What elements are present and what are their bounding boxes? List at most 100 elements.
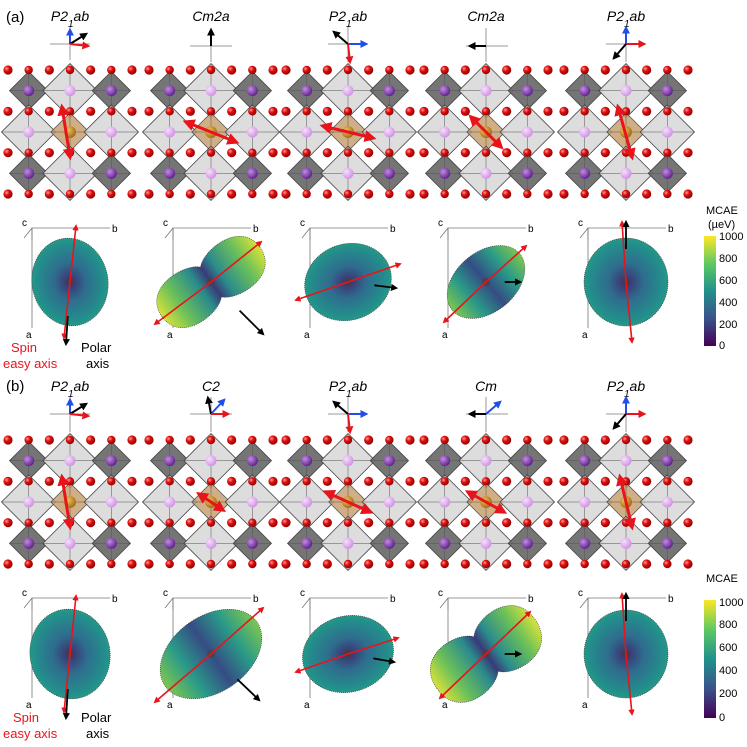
oxygen-atom bbox=[343, 189, 353, 199]
oxygen-atom bbox=[206, 518, 216, 527]
oxygen-atom bbox=[248, 518, 257, 527]
oxygen-atom bbox=[24, 65, 33, 75]
axis-label-a: a bbox=[26, 330, 32, 341]
axis-label-c: c bbox=[438, 588, 443, 599]
oxygen-atom bbox=[502, 518, 512, 528]
oxygen-atom bbox=[419, 148, 429, 158]
oxygen-atom bbox=[405, 476, 415, 486]
crystal-structure-b1 bbox=[0, 432, 140, 572]
space-group-a5: P21ab bbox=[607, 8, 645, 30]
oxygen-atom bbox=[165, 65, 174, 75]
axis-frame bbox=[439, 597, 449, 609]
axis-label-a: a bbox=[304, 330, 310, 341]
space-group-a2: Cm2a bbox=[192, 8, 230, 24]
oxygen-atom bbox=[144, 189, 154, 199]
cation bbox=[164, 85, 176, 97]
cation bbox=[205, 167, 217, 179]
oxygen-atom bbox=[621, 65, 631, 75]
oxygen-atom bbox=[419, 65, 429, 75]
oxygen-atom bbox=[580, 189, 589, 199]
oxygen-atom bbox=[227, 476, 237, 486]
cation bbox=[439, 126, 451, 138]
axis-frame bbox=[301, 597, 311, 609]
mcae-surface-a3: c b a bbox=[294, 218, 402, 341]
oxygen-atom bbox=[185, 106, 195, 116]
cation bbox=[383, 537, 395, 549]
oxygen-atom bbox=[302, 518, 311, 527]
colorbar-tick-a-600: 600 bbox=[719, 275, 737, 287]
polar-axis-arrow bbox=[62, 316, 70, 347]
oxygen-atom bbox=[227, 518, 237, 528]
oxygen-atom bbox=[543, 65, 553, 75]
oxygen-atom bbox=[44, 518, 54, 528]
oxygen-atom bbox=[600, 148, 610, 158]
spin-easy-axis-arrow bbox=[153, 653, 212, 704]
oxygen-atom bbox=[364, 65, 374, 75]
cation bbox=[105, 496, 117, 508]
spin-arrow bbox=[319, 122, 377, 142]
cation bbox=[383, 167, 395, 179]
oxygen-atom bbox=[419, 518, 429, 528]
oxygen-atom bbox=[268, 65, 278, 75]
spin-arrow bbox=[57, 473, 75, 531]
oxygen-atom bbox=[65, 477, 75, 486]
colorbar-tick-b-1000: 1000 bbox=[719, 597, 743, 609]
oxygen-atom bbox=[343, 148, 353, 157]
crystal-structure-a2 bbox=[141, 62, 281, 202]
oxygen-atom bbox=[405, 435, 415, 445]
cation bbox=[23, 167, 35, 179]
mcae-surface-b2: c b a bbox=[153, 588, 265, 711]
oxygen-atom bbox=[322, 65, 332, 75]
cation bbox=[579, 537, 591, 549]
spin-easy-axis-arrow bbox=[485, 610, 532, 655]
oxygen-atom bbox=[44, 65, 54, 75]
oxygen-atom bbox=[559, 65, 569, 75]
oxygen-atom bbox=[302, 189, 311, 199]
axis-label-c: c bbox=[163, 588, 168, 599]
oxygen-atom bbox=[86, 476, 96, 486]
cation bbox=[164, 537, 176, 549]
oxygen-atom bbox=[248, 435, 257, 445]
space-group-b4: Cm bbox=[475, 378, 497, 394]
oxygen-atom bbox=[440, 65, 449, 75]
oxygen-atom bbox=[642, 559, 652, 569]
oxygen-atom bbox=[405, 148, 415, 158]
spin-easy-axis-arrow bbox=[294, 653, 349, 674]
orientation-indicator-a4 bbox=[466, 28, 508, 62]
oxygen-atom bbox=[322, 148, 332, 158]
oxygen-atom bbox=[165, 477, 174, 486]
colorbar-unit-a: (µeV) bbox=[708, 219, 735, 231]
oxygen-atom bbox=[642, 518, 652, 528]
oxygen-atom bbox=[302, 107, 311, 116]
cation bbox=[64, 455, 76, 467]
oxygen-atom bbox=[206, 559, 216, 569]
oxygen-atom bbox=[343, 559, 353, 569]
cation bbox=[661, 537, 673, 549]
oxygen-atom bbox=[107, 148, 116, 157]
cation bbox=[164, 126, 176, 138]
axis-label-c: c bbox=[22, 218, 27, 229]
spin-arrow bbox=[468, 114, 504, 150]
colorbar-tick-b-0: 0 bbox=[719, 712, 725, 724]
oxygen-atom bbox=[86, 189, 96, 199]
panel-label-a: (a) bbox=[6, 9, 24, 26]
spin-easy-axis-arrow bbox=[153, 281, 212, 326]
axis-frame bbox=[23, 227, 33, 239]
oxygen-atom bbox=[248, 477, 257, 486]
oxygen-atom bbox=[206, 189, 216, 199]
cation bbox=[579, 167, 591, 179]
cation bbox=[661, 167, 673, 179]
axis-frame bbox=[439, 227, 449, 239]
oxygen-atom bbox=[543, 559, 553, 569]
oxygen-atom bbox=[343, 477, 353, 486]
oxygen-atom bbox=[642, 65, 652, 75]
legend-polar-sub-b: axis bbox=[86, 726, 110, 741]
oxygen-atom bbox=[44, 106, 54, 116]
oxygen-atom bbox=[481, 477, 491, 486]
oxygen-atom bbox=[3, 189, 13, 199]
cation bbox=[301, 126, 313, 138]
oxygen-atom bbox=[481, 435, 491, 445]
oxygen-atom bbox=[322, 435, 332, 445]
oxygen-atom bbox=[86, 106, 96, 116]
oxygen-atom bbox=[481, 107, 491, 116]
